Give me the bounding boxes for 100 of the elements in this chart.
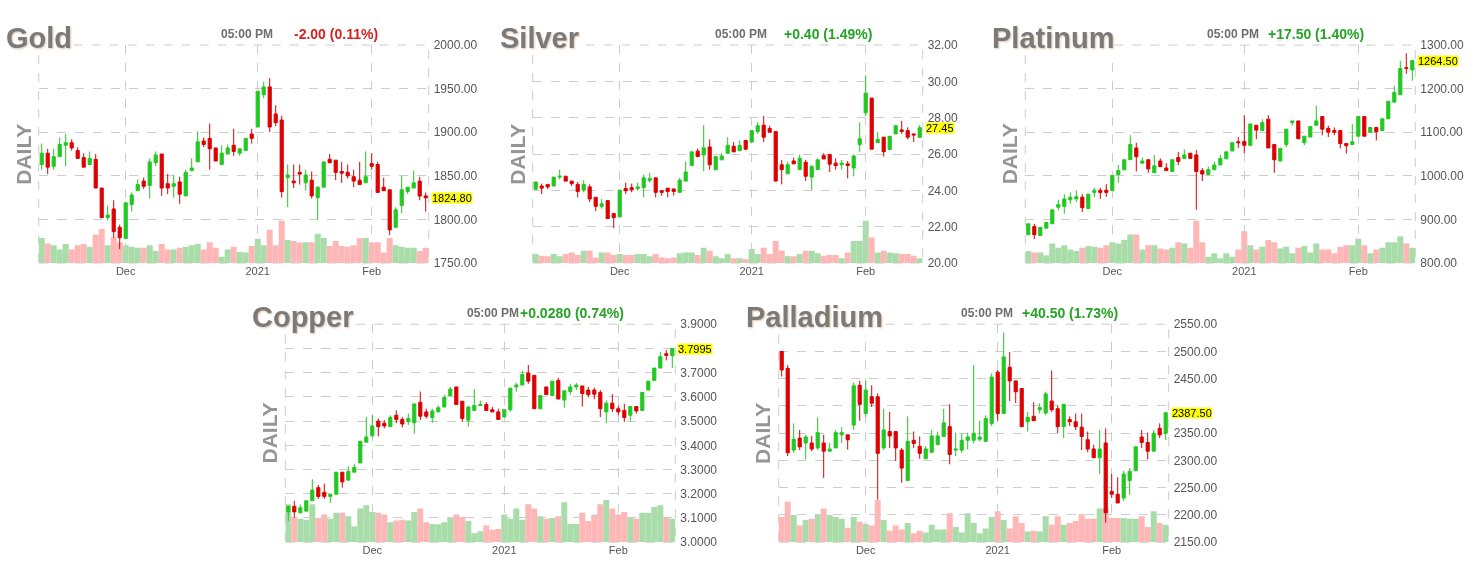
text: 2387.50 <box>1172 407 1212 419</box>
x-tick-label: 2021 <box>1232 265 1257 278</box>
bar <box>706 250 713 264</box>
candlestick <box>1374 126 1379 142</box>
candlestick <box>917 435 922 460</box>
candlestick <box>1260 118 1265 132</box>
candlestick <box>604 400 609 424</box>
y-tick-label: 32.00 <box>927 38 959 53</box>
candlestick <box>803 159 808 182</box>
bar <box>820 508 827 543</box>
y-tick-label: 800.00 <box>1420 256 1458 271</box>
candlestick <box>538 395 543 410</box>
candlestick <box>550 380 555 397</box>
bar <box>543 518 550 543</box>
y-tick-label: 1100.00 <box>1420 125 1464 140</box>
candlestick <box>1032 223 1037 240</box>
bar <box>1247 245 1254 264</box>
bar <box>790 514 797 543</box>
candlestick <box>845 160 850 179</box>
bar <box>549 517 556 543</box>
candlestick <box>881 408 886 451</box>
candlestick <box>1031 401 1036 422</box>
bar <box>1000 520 1007 543</box>
candlestick <box>743 139 748 151</box>
bar <box>874 252 881 264</box>
candlestick <box>1140 157 1145 164</box>
y-tick-label: 1300.00 <box>1420 38 1464 53</box>
bar <box>694 254 701 264</box>
candlestick <box>809 435 814 452</box>
chart-title: Silver <box>500 22 579 54</box>
x-tick-label: Feb <box>1102 544 1122 557</box>
bar <box>1031 252 1038 264</box>
candlestick <box>1404 52 1409 75</box>
y-axis-title: DAILY <box>505 123 529 185</box>
bar <box>1079 247 1086 264</box>
y-axis-title: DAILY <box>258 402 282 464</box>
x-tick-label: Feb <box>856 265 876 278</box>
candlestick <box>791 422 796 454</box>
candlestick <box>917 124 922 138</box>
y-tick-label: 1000.00 <box>1420 169 1464 184</box>
text: 05:00 PM <box>467 306 520 320</box>
bar <box>1373 249 1380 264</box>
y-tick-label: 30.00 <box>927 74 959 89</box>
bar <box>532 254 539 264</box>
bar <box>880 520 887 543</box>
candlestick <box>947 403 952 465</box>
candlestick <box>617 189 622 218</box>
bar <box>1024 531 1031 543</box>
candlestick <box>1410 60 1415 82</box>
candlestick <box>803 434 808 460</box>
y-tick-label: 22.00 <box>927 219 959 234</box>
bar <box>1253 249 1260 264</box>
candlestick <box>575 181 580 198</box>
candlestick <box>1248 123 1253 146</box>
bar <box>1030 530 1037 543</box>
y-tick-label: 26.00 <box>927 147 959 162</box>
candlestick <box>815 416 820 451</box>
candlestick <box>1278 147 1283 162</box>
candlestick <box>797 153 802 171</box>
text: +17.50 (1.40%) <box>1268 26 1365 42</box>
text: 3.7995 <box>678 343 712 355</box>
bar <box>844 252 851 264</box>
candlestick <box>1001 331 1006 415</box>
text: 05:00 PM <box>1207 27 1260 41</box>
candlestick <box>869 97 874 150</box>
candlestick <box>737 139 742 152</box>
candlestick <box>797 429 802 451</box>
candlestick <box>725 136 730 154</box>
y-tick-label: 2150.00 <box>1173 535 1218 550</box>
candlestick <box>857 380 862 422</box>
candlestick <box>1356 116 1361 137</box>
y-axis-title: DAILY <box>751 402 775 464</box>
candlestick <box>634 406 639 415</box>
bar <box>1133 234 1140 264</box>
candlestick <box>1086 193 1091 210</box>
candlestick <box>905 415 910 482</box>
x-tick-label: 2021 <box>985 544 1010 557</box>
bar <box>537 516 544 543</box>
y-tick-label: 3.6000 <box>680 390 718 405</box>
bar <box>627 517 634 543</box>
bar <box>1156 523 1163 543</box>
y-tick-label: 2450.00 <box>1173 371 1218 386</box>
y-tick-label: 28.00 <box>927 110 959 125</box>
y-tick-label: 2300.00 <box>1173 453 1218 468</box>
y-tick-label: 900.00 <box>1420 212 1458 227</box>
y-tick-label: 2250.00 <box>1173 480 1218 495</box>
candlestick <box>581 179 586 193</box>
candlestick <box>340 471 345 489</box>
text: +0.0280 (0.74%) <box>520 305 624 321</box>
candlestick <box>995 369 1000 422</box>
text: 05:00 PM <box>715 27 768 41</box>
bar <box>1060 524 1067 543</box>
bar <box>790 256 797 264</box>
candlestick <box>791 157 796 165</box>
bar <box>1367 253 1374 264</box>
candlestick <box>707 138 712 171</box>
text: 05:00 PM <box>961 306 1014 320</box>
candlestick <box>1158 157 1163 168</box>
y-tick-label: 3.0000 <box>680 535 718 550</box>
text: +40.50 (1.73%) <box>1022 305 1119 321</box>
